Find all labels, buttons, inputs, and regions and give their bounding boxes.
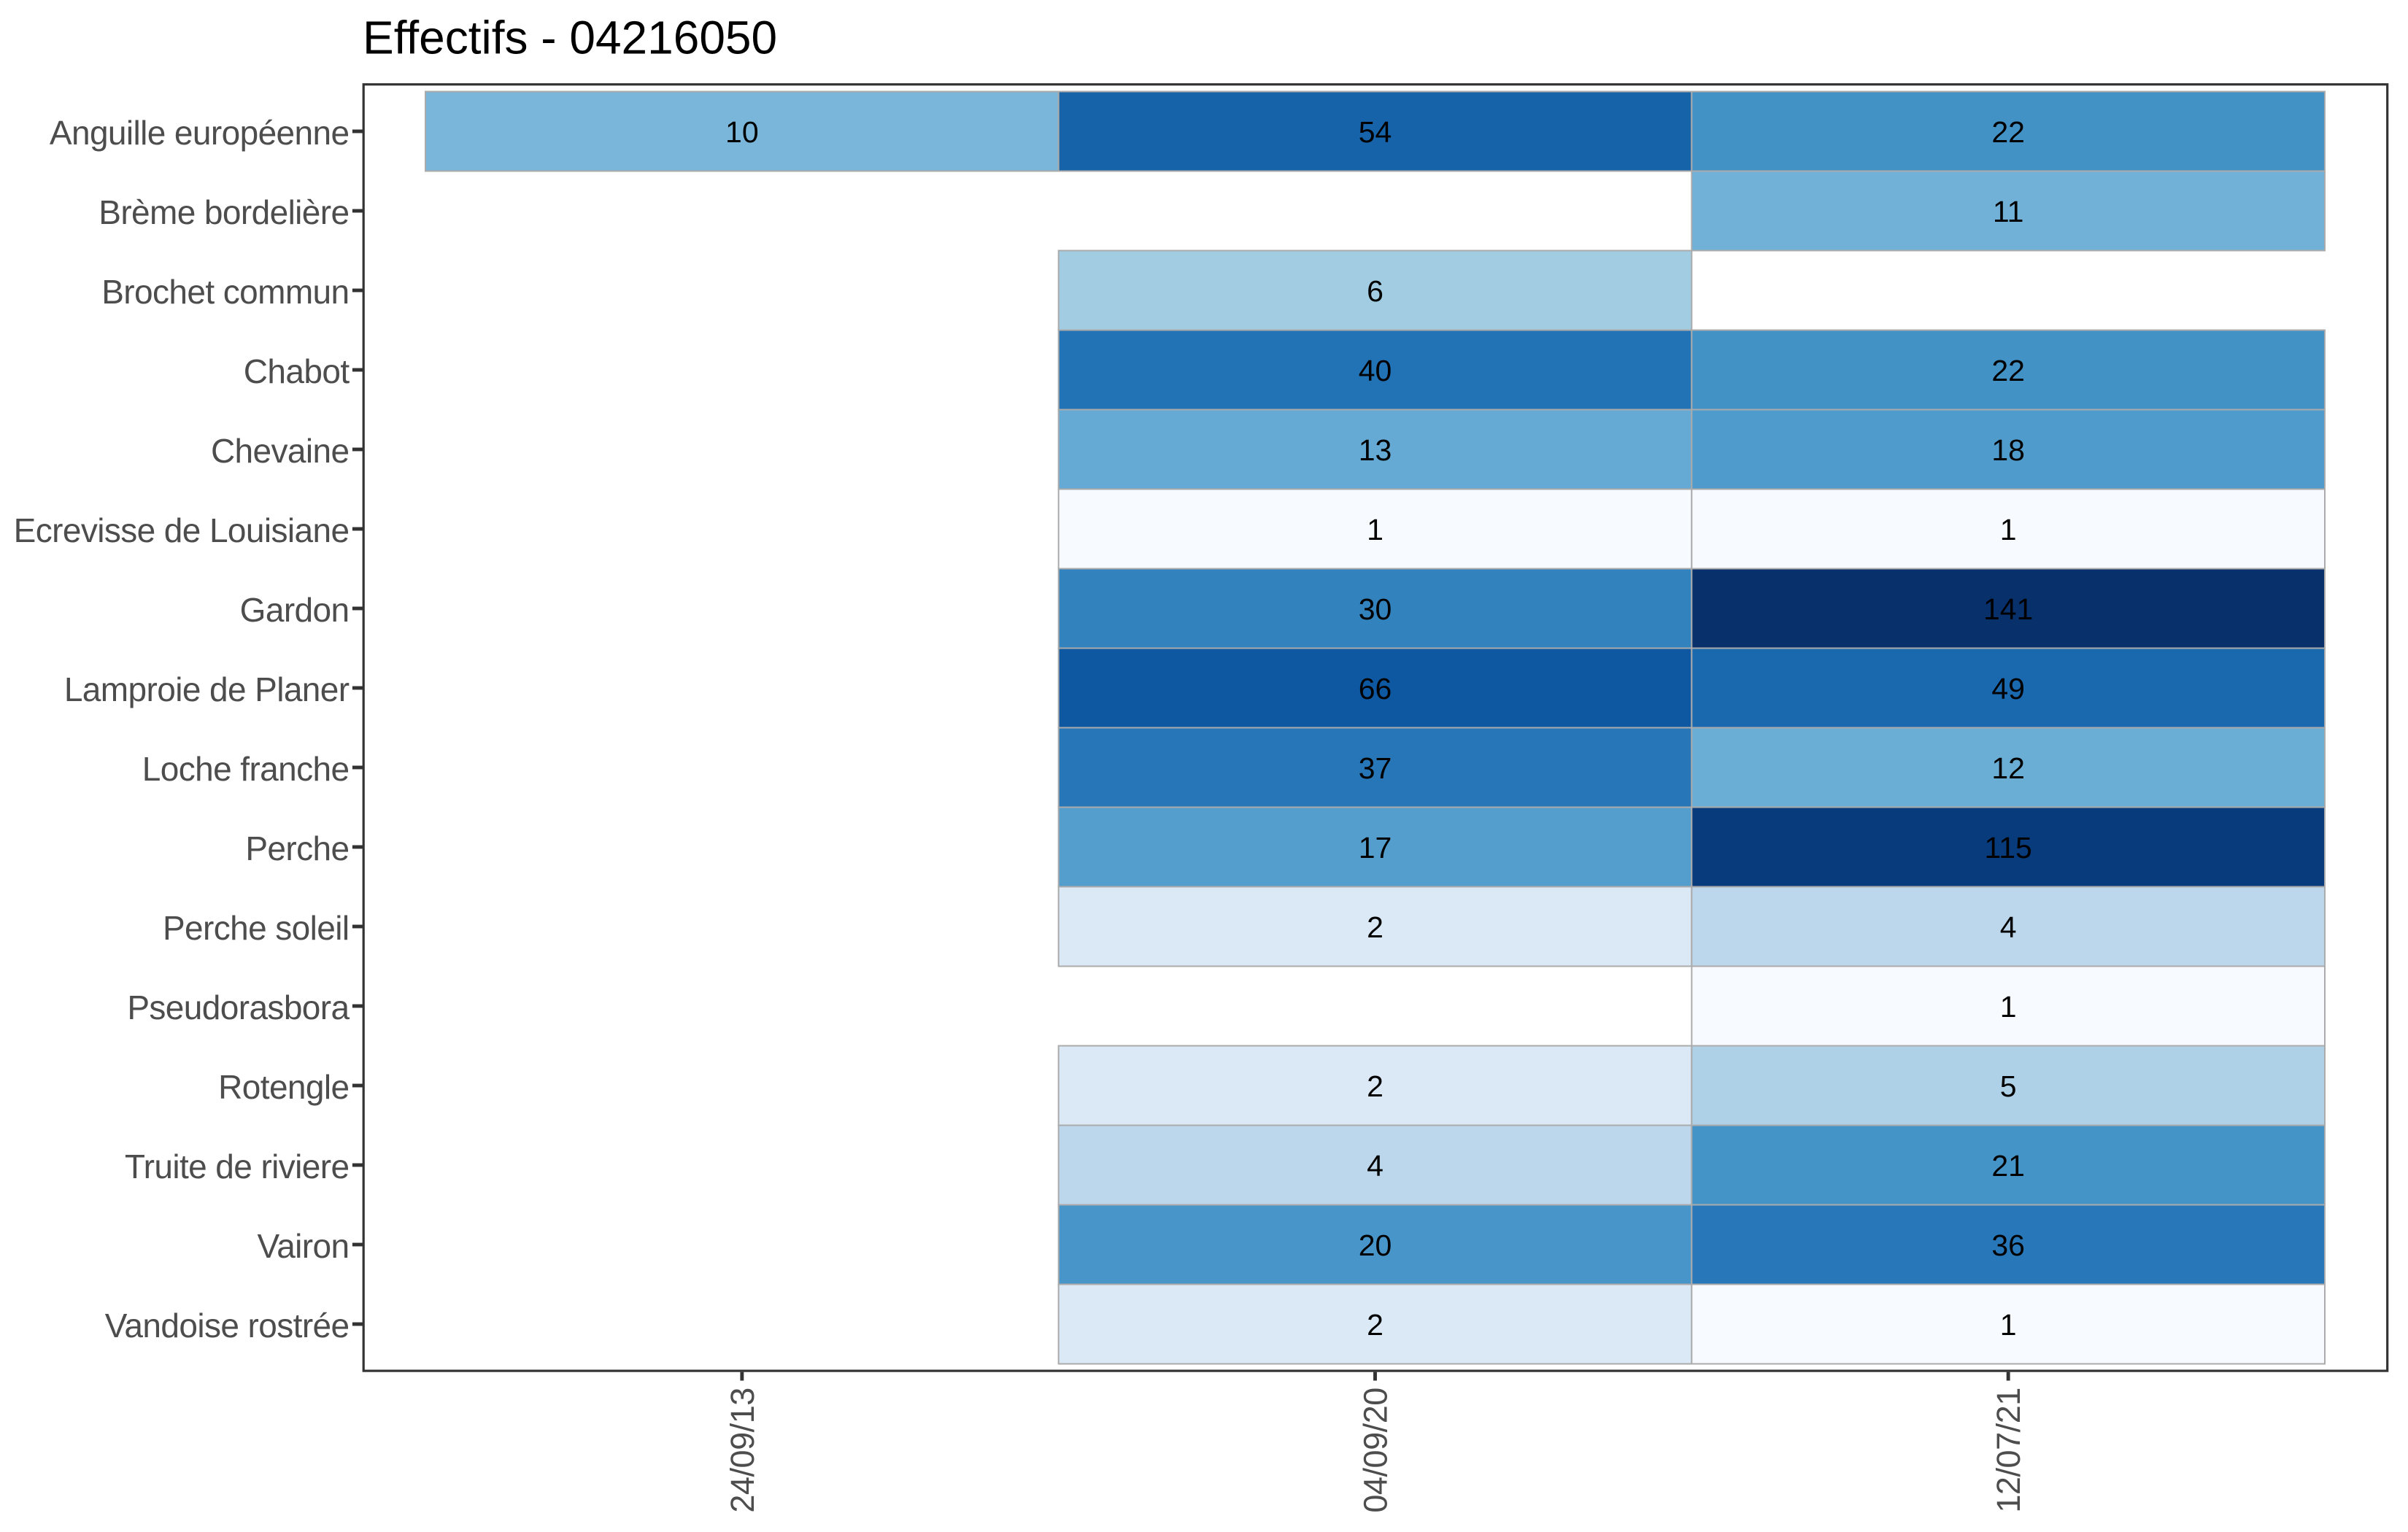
svg-text:12: 12	[1991, 751, 2025, 785]
svg-text:1: 1	[1367, 513, 1384, 546]
svg-text:Rotengle: Rotengle	[218, 1068, 349, 1106]
svg-text:11: 11	[1993, 195, 2024, 228]
svg-text:Lamproie de Planer: Lamproie de Planer	[64, 670, 350, 708]
svg-text:Chabot: Chabot	[244, 352, 350, 390]
svg-text:4: 4	[2000, 910, 2017, 944]
svg-text:1: 1	[2000, 513, 2017, 546]
svg-text:04/09/20: 04/09/20	[1357, 1388, 1394, 1513]
svg-text:30: 30	[1359, 592, 1392, 626]
svg-text:49: 49	[1991, 672, 2025, 705]
svg-text:Vandoise rostrée: Vandoise rostrée	[105, 1307, 350, 1345]
svg-text:1: 1	[2000, 990, 2017, 1024]
svg-text:54: 54	[1359, 115, 1392, 149]
svg-text:Perche: Perche	[245, 829, 349, 867]
svg-text:2: 2	[1367, 1069, 1384, 1103]
svg-text:22: 22	[1991, 115, 2025, 149]
svg-text:Effectifs - 04216050: Effectifs - 04216050	[363, 12, 777, 64]
svg-text:5: 5	[2000, 1069, 2017, 1103]
svg-text:Anguille européenne: Anguille européenne	[50, 114, 350, 152]
svg-text:Perche soleil: Perche soleil	[163, 909, 350, 947]
svg-text:Gardon: Gardon	[240, 591, 350, 629]
svg-text:2: 2	[1367, 1308, 1384, 1342]
svg-text:Loche franche: Loche franche	[142, 750, 350, 788]
svg-text:40: 40	[1359, 354, 1392, 387]
svg-text:24/09/13: 24/09/13	[724, 1388, 761, 1513]
svg-text:1: 1	[2000, 1308, 2017, 1342]
svg-text:Truite de riviere: Truite de riviere	[125, 1148, 350, 1185]
svg-text:Brème bordelière: Brème bordelière	[99, 193, 349, 231]
svg-text:4: 4	[1367, 1149, 1384, 1183]
svg-text:10: 10	[725, 115, 759, 149]
svg-text:21: 21	[1991, 1149, 2025, 1183]
svg-text:6: 6	[1367, 274, 1384, 308]
svg-text:20: 20	[1359, 1229, 1392, 1262]
svg-text:115: 115	[1984, 831, 2031, 864]
svg-text:Chevaine: Chevaine	[211, 432, 350, 470]
svg-text:37: 37	[1359, 751, 1392, 785]
svg-text:Ecrevisse de Louisiane: Ecrevisse de Louisiane	[14, 511, 350, 549]
svg-text:66: 66	[1359, 672, 1392, 705]
svg-text:Vairon: Vairon	[258, 1227, 350, 1265]
svg-text:13: 13	[1359, 433, 1392, 467]
svg-text:22: 22	[1991, 354, 2025, 387]
svg-text:36: 36	[1991, 1229, 2025, 1262]
svg-text:2: 2	[1367, 910, 1384, 944]
svg-text:18: 18	[1991, 433, 2025, 467]
svg-text:141: 141	[1983, 592, 2033, 626]
svg-text:Pseudorasbora: Pseudorasbora	[127, 989, 350, 1026]
svg-text:17: 17	[1359, 831, 1392, 864]
svg-text:12/07/21: 12/07/21	[1990, 1388, 2027, 1513]
svg-text:Brochet commun: Brochet commun	[101, 273, 349, 311]
